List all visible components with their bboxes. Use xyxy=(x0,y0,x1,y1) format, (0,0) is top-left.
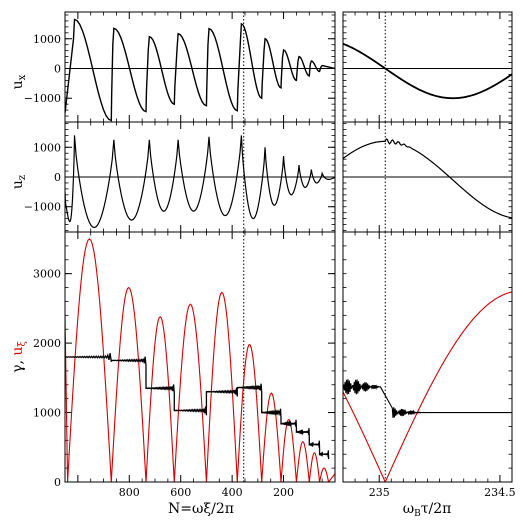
panel-frame xyxy=(342,231,513,483)
panel-gamma-left: 0 1000 2000 3000 800 600 400 200 xyxy=(33,231,336,499)
panel-ux-right xyxy=(342,11,513,123)
ytick-label: 1000 xyxy=(33,141,61,154)
panel-ux-left: −1000 0 1000 xyxy=(24,11,336,123)
xtick-label: 235 xyxy=(369,486,390,499)
xtick-label: 800 xyxy=(119,486,140,499)
ylabel-uz: uz xyxy=(10,175,28,189)
ytick-label: 3000 xyxy=(33,268,61,281)
panel-uz-right xyxy=(342,121,513,233)
panel-uz-left: −1000 0 1000 xyxy=(24,121,336,233)
ytick-label: 2000 xyxy=(33,337,61,350)
panel-frame xyxy=(64,11,336,123)
ylabel-gamma: γ, uξ xyxy=(10,341,28,373)
xtick-label: 200 xyxy=(273,486,294,499)
ytick-label: 0 xyxy=(54,62,61,75)
series-ux-left xyxy=(65,18,335,122)
xlabel-right: ωBτ/2π xyxy=(403,501,452,519)
xtick-label: 234.5 xyxy=(484,486,516,499)
ylabel-ux: ux xyxy=(10,74,28,89)
panel-gamma-right: 235 234.5 xyxy=(342,231,516,499)
ytick-label: 0 xyxy=(54,476,61,489)
series-uz-left xyxy=(65,135,335,229)
panel-frame xyxy=(64,231,336,483)
xtick-label: 600 xyxy=(170,486,191,499)
ytick-label: 0 xyxy=(54,171,61,184)
ytick-label: 1000 xyxy=(33,33,61,46)
xlabel-left: N=ωξ/2π xyxy=(168,501,234,517)
ytick-label: −1000 xyxy=(24,201,61,214)
series-ux-right xyxy=(343,42,512,100)
series-gamma-right xyxy=(343,291,512,482)
series-gamma-left xyxy=(65,238,335,482)
panel-frame xyxy=(342,11,513,123)
xtick-label: 400 xyxy=(222,486,243,499)
series-uxi-left xyxy=(65,353,330,460)
ytick-label: 1000 xyxy=(33,407,61,420)
series-uxi-right xyxy=(343,379,512,419)
ytick-label: −1000 xyxy=(24,92,61,105)
series-uz-right xyxy=(343,138,512,219)
